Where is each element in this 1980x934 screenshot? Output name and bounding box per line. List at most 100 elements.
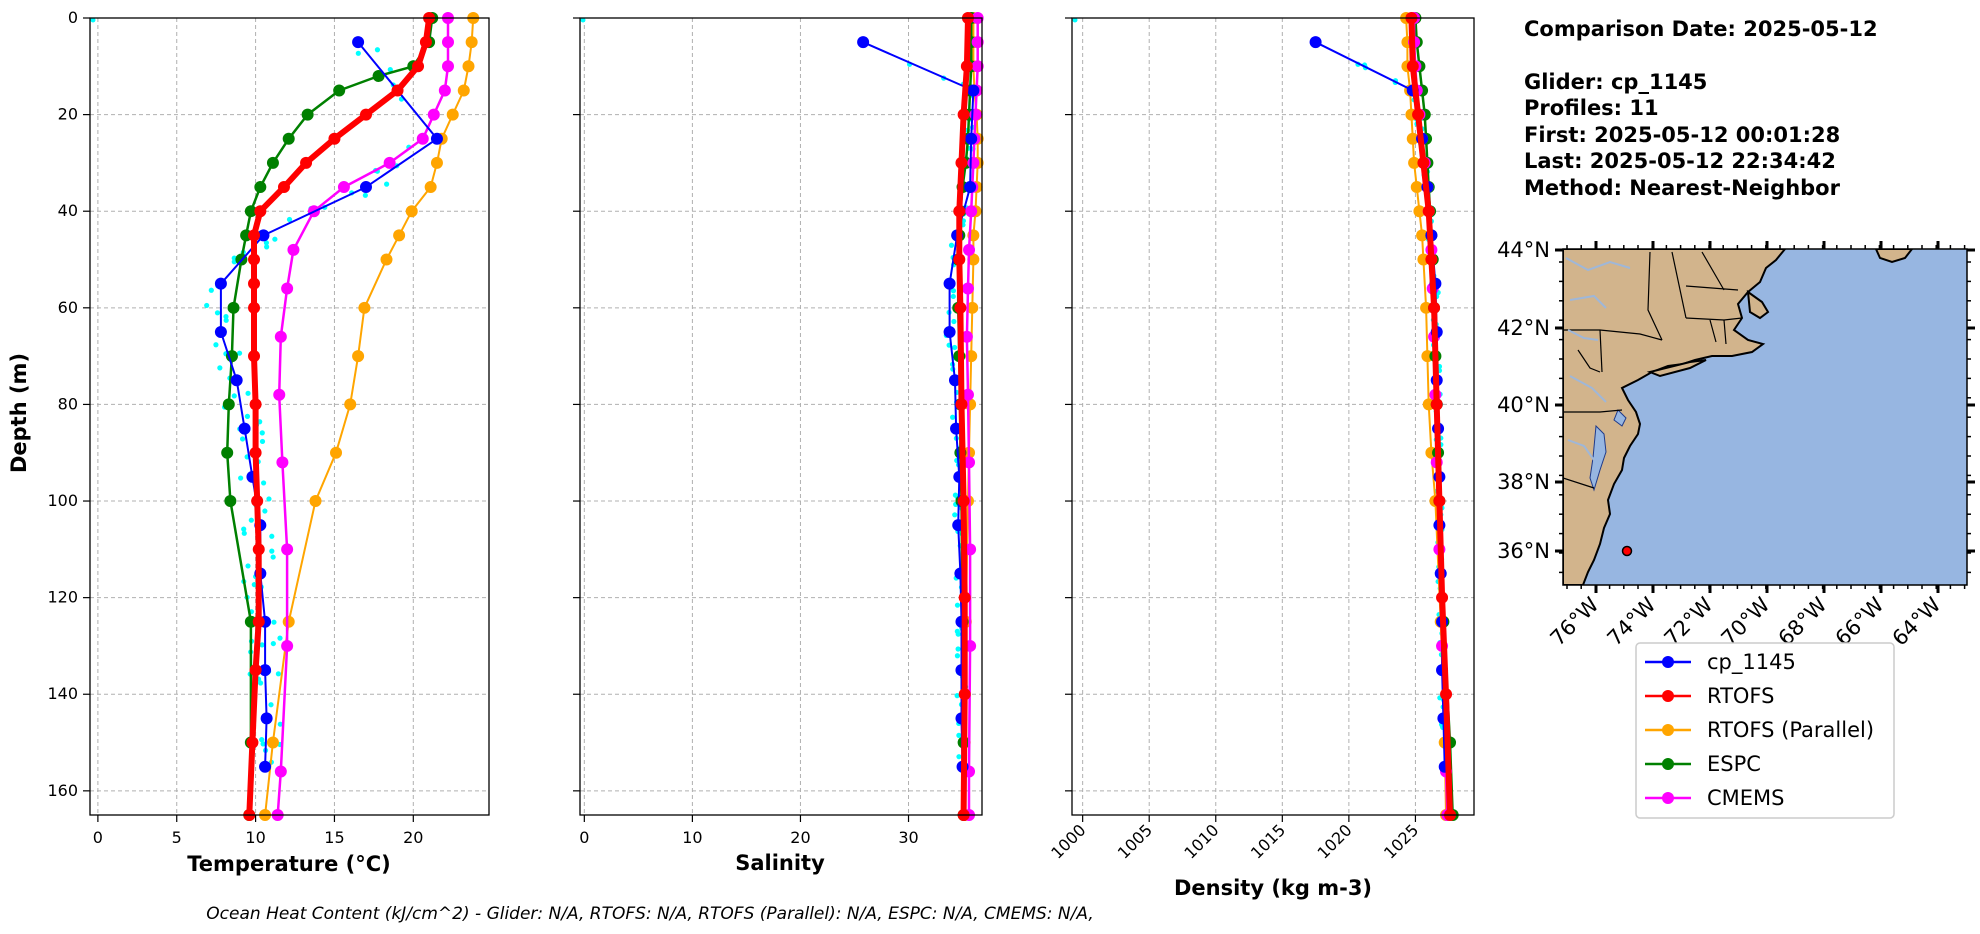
x-tick-label: 5 — [172, 828, 182, 847]
x-tick-label: 15 — [324, 828, 344, 847]
glider-raw-point — [269, 548, 275, 554]
map-borders — [1563, 251, 1743, 489]
data-point — [1408, 156, 1421, 169]
legend-entry: ESPC — [1645, 752, 1761, 776]
data-point — [248, 253, 261, 266]
lon-tick-label: 64°W — [1888, 592, 1946, 650]
series-rtofs — [243, 12, 436, 821]
glider-position-marker — [1621, 545, 1633, 557]
glider-raw-point — [259, 430, 265, 436]
data-point — [249, 398, 262, 411]
data-point — [462, 60, 475, 73]
data-point — [430, 156, 443, 169]
data-point — [446, 108, 459, 121]
data-point — [967, 253, 980, 266]
map-chesapeake — [1589, 424, 1607, 492]
lat-tick-label: 36°N — [1497, 539, 1550, 563]
data-point — [1412, 108, 1425, 121]
data-point — [328, 132, 341, 145]
data-point — [857, 36, 870, 49]
data-point — [391, 84, 404, 97]
x-tick-label: 1015 — [1247, 820, 1289, 862]
data-point — [252, 615, 265, 628]
glider-raw-point — [956, 732, 962, 738]
glider-raw-point — [245, 563, 251, 569]
glider-raw-point — [204, 302, 210, 309]
data-point — [246, 736, 259, 749]
glider-raw-point — [223, 313, 229, 320]
data-point — [282, 132, 295, 145]
x-tick-label: 1020 — [1313, 820, 1355, 862]
salinity-axis-label: Salinity — [735, 851, 825, 875]
data-point — [257, 229, 270, 242]
data-point — [943, 325, 956, 338]
data-point — [964, 181, 977, 194]
data-point — [259, 760, 272, 773]
data-point — [967, 84, 980, 97]
data-point — [224, 495, 237, 508]
glider-raw-point — [245, 390, 251, 396]
glider-raw-point — [231, 393, 237, 399]
legend-marker — [1662, 792, 1674, 804]
glider-raw-point — [223, 317, 229, 323]
glider-raw-point — [269, 533, 275, 539]
data-point — [427, 108, 440, 121]
density-axis-label: Density (kg m-3) — [1174, 876, 1372, 900]
data-point — [1422, 205, 1435, 218]
data-point — [248, 350, 261, 363]
data-point — [352, 36, 365, 49]
glider-raw-point — [208, 287, 214, 293]
legend-entry: RTOFS (Parallel) — [1645, 718, 1874, 742]
data-point — [1309, 36, 1322, 49]
data-point — [266, 736, 279, 749]
data-point — [957, 108, 970, 121]
data-point — [465, 36, 478, 49]
data-point — [260, 712, 273, 725]
glider-raw-point — [266, 496, 272, 502]
legend-entry: cp_1145 — [1645, 650, 1796, 675]
data-point — [359, 108, 372, 121]
glider-raw-point — [238, 475, 244, 481]
data-point — [254, 181, 267, 194]
legend-label: CMEMS — [1707, 786, 1785, 810]
data-point — [372, 69, 385, 82]
map-delaware-bay — [1613, 409, 1627, 427]
data-point — [1417, 156, 1430, 169]
data-point — [274, 765, 287, 778]
data-point — [966, 301, 979, 314]
lon-tick-label: 70°W — [1717, 592, 1775, 650]
data-point — [352, 350, 365, 363]
glider-raw-point — [214, 310, 221, 316]
data-point — [287, 243, 300, 256]
y-tick-label: 160 — [47, 781, 78, 800]
data-point — [309, 495, 322, 508]
glider-raw-point — [950, 414, 956, 420]
map-cape-cod — [1746, 289, 1770, 320]
data-point — [1406, 132, 1419, 145]
data-point — [248, 229, 261, 242]
data-point — [430, 132, 443, 145]
glider-raw-point — [244, 413, 251, 419]
data-point — [337, 181, 350, 194]
glider-raw-point — [955, 631, 961, 637]
glider-raw-point — [277, 721, 283, 727]
x-tick-label: 20 — [403, 828, 423, 847]
data-point — [424, 181, 437, 194]
glider-raw-point — [241, 526, 247, 532]
lon-tick-label: 66°W — [1831, 592, 1889, 650]
data-point — [958, 591, 971, 604]
data-point — [1430, 398, 1443, 411]
data-point — [274, 330, 287, 343]
data-point — [961, 388, 974, 401]
data-point — [1440, 688, 1453, 701]
data-point — [961, 282, 974, 295]
x-tick-label: 0 — [579, 828, 589, 847]
data-point — [1433, 495, 1446, 508]
y-tick-label: 20 — [58, 105, 78, 124]
glider-raw-point — [270, 554, 276, 560]
series-line — [246, 17, 433, 816]
last-time: Last: 2025-05-12 22:34:42 — [1524, 149, 1836, 173]
legend-label: RTOFS — [1707, 684, 1774, 708]
data-point — [358, 301, 371, 314]
map-panel: 76°W 74°W 72°W 70°W 68°W 66°W 64°W 44°N 42°N 40°N… — [1497, 238, 1975, 651]
